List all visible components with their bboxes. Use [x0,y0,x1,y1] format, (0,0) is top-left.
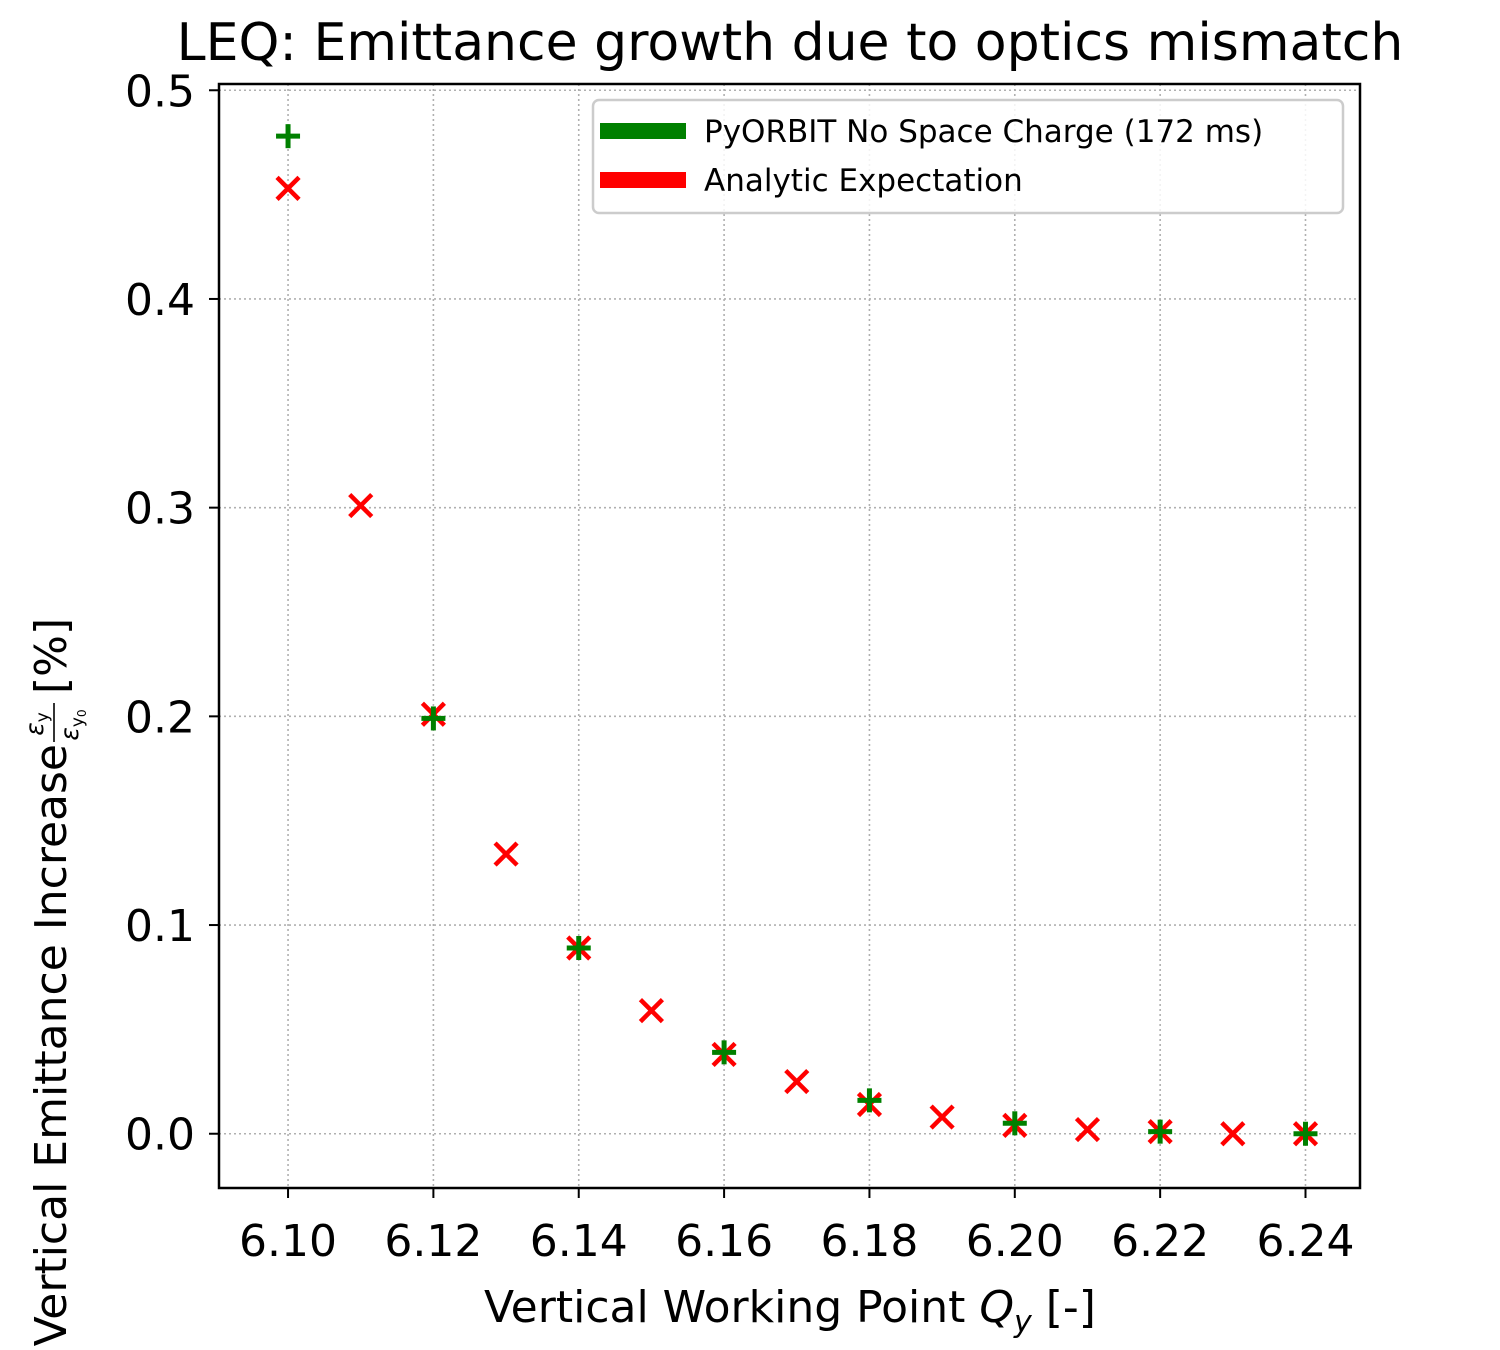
x-axis-label: Vertical Working Point Qy [-] [484,1282,1096,1340]
x-axis-label-unit: [-] [1032,1282,1096,1333]
x-axis-label-main: Vertical Working Point [484,1282,979,1333]
pyorbit-point [1148,1119,1173,1144]
x-axis-label-var: Q [979,1282,1014,1333]
grid [219,84,1360,1188]
analytic-point [1074,1116,1101,1143]
x-tick-label: 6.14 [530,1216,628,1267]
x-tick-label: 6.18 [820,1216,918,1267]
y-axis: 0.0 0.1 0.2 0.3 0.4 0.5 [125,66,219,1161]
y-tick-label: 0.2 [125,692,195,743]
x-axis: 6.10 6.12 6.14 6.16 6.18 6.20 6.22 6.24 [239,1188,1354,1267]
y-tick-label: 0.4 [125,275,195,326]
pyorbit-point [712,1040,737,1065]
y-tick-label: 0.5 [125,66,195,117]
legend-frame [591,98,1345,215]
data-points [275,124,1319,1147]
x-tick-label: 6.16 [675,1216,773,1267]
legend-label-pyorbit: PyORBIT No Space Charge (172 ms) [704,114,1263,150]
x-tick-label: 6.10 [239,1216,337,1267]
analytic-point [275,175,301,201]
pyorbit-point [421,706,446,731]
y-axis-label-main: Vertical Emittance Increase [26,744,77,1346]
analytic-point [348,492,374,519]
analytic-point [929,1104,955,1130]
legend: PyORBIT No Space Charge (172 ms) Analyti… [591,98,1345,215]
chart-title: LEQ: Emittance growth due to optics mism… [177,13,1404,73]
legend-label-analytic: Analytic Expectation [704,163,1023,199]
y-tick-label: 0.1 [125,901,195,952]
y-axis-label-frac-den: εy0 [55,709,89,740]
pyorbit-point [1002,1111,1027,1136]
x-tick-label: 6.22 [1111,1216,1209,1267]
y-tick-label: 0.0 [125,1110,195,1161]
y-axis-label-unit: [%] [26,618,77,694]
y-axis-label-frac-num: εy [20,712,53,736]
pyorbit-point [276,124,301,149]
plot-frame [217,82,1362,1190]
x-tick-label: 6.24 [1257,1216,1355,1267]
y-axis-label: Vertical Emittance Increase εy εy0 [%] [20,618,89,1347]
analytic-point [784,1068,810,1095]
analytic-point [493,841,519,867]
pyorbit-point [1293,1121,1318,1146]
pyorbit-point [566,936,591,960]
x-tick-label: 6.20 [966,1216,1064,1267]
x-axis-label-sub: y [1013,1305,1033,1340]
y-tick-label: 0.3 [125,484,195,535]
x-tick-label: 6.12 [384,1216,482,1267]
analytic-point [638,998,665,1024]
analytic-point [1220,1121,1246,1147]
pyorbit-point [857,1088,882,1113]
